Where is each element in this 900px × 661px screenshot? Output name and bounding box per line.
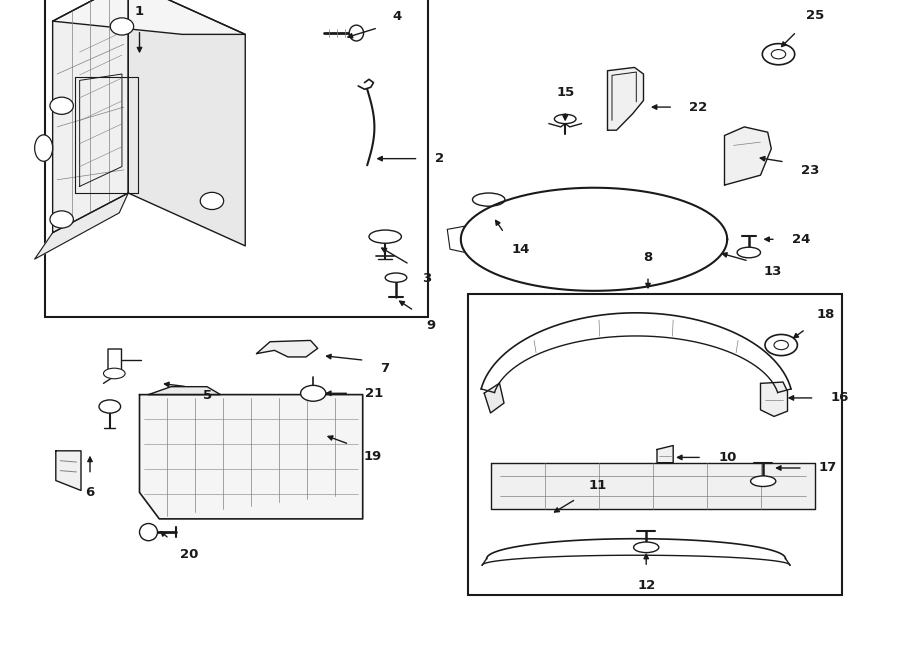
Ellipse shape bbox=[34, 135, 52, 161]
Text: 19: 19 bbox=[364, 449, 382, 463]
Ellipse shape bbox=[110, 18, 133, 35]
Ellipse shape bbox=[200, 192, 223, 210]
Ellipse shape bbox=[634, 542, 659, 553]
Text: 13: 13 bbox=[764, 265, 782, 278]
Text: 15: 15 bbox=[556, 86, 574, 99]
Text: 23: 23 bbox=[801, 165, 819, 178]
Text: 7: 7 bbox=[381, 362, 390, 375]
Text: 8: 8 bbox=[644, 251, 652, 264]
Text: 22: 22 bbox=[689, 100, 707, 114]
Ellipse shape bbox=[737, 247, 760, 258]
Polygon shape bbox=[140, 395, 363, 519]
Text: 6: 6 bbox=[86, 486, 94, 500]
Polygon shape bbox=[256, 340, 318, 357]
Ellipse shape bbox=[50, 97, 73, 114]
Text: 24: 24 bbox=[792, 233, 810, 246]
Polygon shape bbox=[128, 0, 245, 246]
Polygon shape bbox=[491, 463, 814, 509]
Text: 14: 14 bbox=[511, 243, 529, 256]
Ellipse shape bbox=[554, 114, 576, 124]
Ellipse shape bbox=[385, 273, 407, 282]
Text: 18: 18 bbox=[817, 308, 835, 321]
Polygon shape bbox=[52, 0, 245, 34]
Ellipse shape bbox=[349, 25, 364, 41]
Text: 21: 21 bbox=[365, 387, 383, 400]
Polygon shape bbox=[461, 188, 727, 291]
Ellipse shape bbox=[751, 476, 776, 486]
Text: 2: 2 bbox=[435, 152, 444, 165]
Ellipse shape bbox=[50, 211, 73, 228]
Text: 25: 25 bbox=[806, 9, 824, 22]
Bar bbox=[45, 0, 428, 317]
Ellipse shape bbox=[771, 50, 786, 59]
Ellipse shape bbox=[140, 524, 158, 541]
Text: 17: 17 bbox=[819, 461, 837, 475]
Text: 4: 4 bbox=[393, 10, 402, 23]
Polygon shape bbox=[657, 446, 673, 463]
Text: 11: 11 bbox=[589, 479, 607, 492]
Ellipse shape bbox=[104, 368, 125, 379]
Ellipse shape bbox=[99, 400, 121, 413]
Polygon shape bbox=[148, 387, 220, 395]
Text: 10: 10 bbox=[718, 451, 736, 464]
Text: 3: 3 bbox=[422, 272, 431, 285]
Text: 5: 5 bbox=[203, 389, 212, 402]
Polygon shape bbox=[56, 451, 81, 490]
Polygon shape bbox=[52, 0, 128, 233]
Polygon shape bbox=[724, 127, 771, 185]
Ellipse shape bbox=[472, 193, 505, 206]
Polygon shape bbox=[608, 67, 643, 130]
Polygon shape bbox=[34, 193, 128, 259]
Ellipse shape bbox=[301, 385, 326, 401]
Ellipse shape bbox=[774, 340, 788, 350]
Text: 12: 12 bbox=[637, 579, 655, 592]
Polygon shape bbox=[760, 382, 788, 416]
Text: 1: 1 bbox=[135, 5, 144, 18]
Ellipse shape bbox=[369, 230, 401, 243]
Polygon shape bbox=[484, 383, 504, 413]
Bar bbox=[468, 294, 842, 595]
Text: 20: 20 bbox=[180, 548, 198, 561]
Ellipse shape bbox=[762, 44, 795, 65]
Ellipse shape bbox=[765, 334, 797, 356]
Text: 9: 9 bbox=[426, 319, 436, 332]
Text: 16: 16 bbox=[831, 391, 849, 405]
